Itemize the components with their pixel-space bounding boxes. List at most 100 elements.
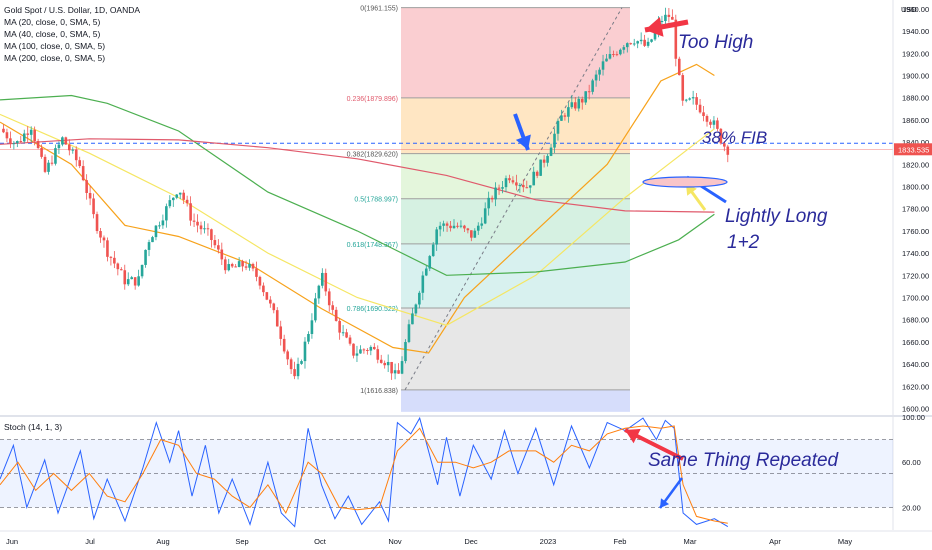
candle-body bbox=[619, 49, 622, 55]
annotation-lightly-long[interactable]: Lightly Long bbox=[725, 206, 828, 227]
candle-body bbox=[310, 320, 314, 334]
time-tick: Mar bbox=[684, 537, 697, 546]
stoch-bottom-arrow-head bbox=[660, 498, 670, 508]
candle-body bbox=[528, 185, 532, 188]
candle-body bbox=[102, 237, 106, 241]
candle-body bbox=[615, 54, 619, 56]
ma40-legend[interactable]: MA (40, close, 0, SMA, 5) bbox=[4, 29, 101, 39]
candle-body bbox=[497, 187, 501, 189]
candle-body bbox=[40, 148, 43, 157]
candle-body bbox=[719, 128, 723, 144]
candle-body bbox=[605, 58, 608, 62]
candle-body bbox=[12, 143, 16, 145]
price-tick: 1760.00 bbox=[902, 227, 929, 236]
annotation-1-plus-2[interactable]: 1+2 bbox=[727, 232, 760, 253]
time-tick: Jun bbox=[6, 537, 18, 546]
candle-body bbox=[716, 120, 719, 129]
ma100-legend[interactable]: MA (100, close, 0, SMA, 5) bbox=[4, 41, 106, 51]
ma20-legend[interactable]: MA (20, close, 0, SMA, 5) bbox=[4, 17, 101, 27]
candle-body bbox=[210, 229, 213, 241]
candle-body bbox=[26, 133, 30, 135]
candle-body bbox=[480, 223, 484, 226]
candle-body bbox=[255, 268, 258, 277]
ma200-legend[interactable]: MA (200, close, 0, SMA, 5) bbox=[4, 53, 106, 63]
last-price-label: 1833.535 bbox=[898, 145, 929, 154]
candle-body bbox=[19, 141, 23, 143]
candle-body bbox=[359, 349, 362, 354]
candle-body bbox=[542, 159, 546, 163]
annotation-38-fib[interactable]: 38% FIB bbox=[702, 128, 767, 147]
candle-body bbox=[587, 91, 591, 93]
candle-body bbox=[570, 102, 574, 108]
candle-body bbox=[379, 359, 383, 363]
candle-body bbox=[352, 343, 355, 356]
candle-body bbox=[629, 43, 633, 45]
candle-body bbox=[95, 214, 99, 232]
candle-body bbox=[577, 98, 581, 109]
candle-body bbox=[383, 362, 386, 366]
symbol-title[interactable]: Gold Spot / U.S. Dollar, 1D, OANDA bbox=[4, 5, 141, 15]
candle-body bbox=[324, 272, 328, 292]
candle-body bbox=[78, 160, 82, 167]
candle-body bbox=[362, 349, 366, 351]
stoch-tick: 100.00 bbox=[902, 413, 925, 422]
price-tick: 1820.00 bbox=[902, 160, 929, 169]
time-tick: Aug bbox=[156, 537, 169, 546]
candle-body bbox=[300, 361, 303, 364]
candle-body bbox=[147, 242, 151, 250]
last-price-badge bbox=[894, 143, 932, 156]
candle-body bbox=[723, 143, 726, 147]
candle-body bbox=[664, 14, 667, 22]
candle-body bbox=[57, 144, 61, 149]
price-tick: 1700.00 bbox=[902, 294, 929, 303]
candle-body bbox=[407, 324, 411, 342]
candle-body bbox=[584, 91, 588, 103]
candle-body bbox=[314, 298, 317, 321]
candle-body bbox=[130, 277, 133, 280]
candle-body bbox=[390, 361, 393, 374]
candle-body bbox=[483, 208, 487, 224]
candle-body bbox=[192, 220, 196, 222]
candle-body bbox=[598, 69, 601, 75]
stoch-line-K bbox=[0, 416, 729, 528]
candle-body bbox=[535, 171, 539, 176]
stoch-legend[interactable]: Stoch (14, 1, 3) bbox=[4, 422, 63, 432]
candle-body bbox=[525, 187, 529, 189]
candle-body bbox=[282, 338, 286, 352]
candle-body bbox=[411, 313, 414, 325]
ma-line-1 bbox=[0, 113, 715, 326]
candle-body bbox=[522, 184, 525, 188]
candle-body bbox=[133, 277, 137, 286]
candle-body bbox=[705, 116, 709, 122]
candle-body bbox=[684, 99, 688, 101]
fib-label-0: 0(1961.155) bbox=[360, 6, 398, 13]
price-tick: 1860.00 bbox=[902, 116, 929, 125]
candle-body bbox=[248, 263, 251, 268]
candle-body bbox=[217, 245, 220, 250]
candle-body bbox=[168, 200, 172, 207]
candle-body bbox=[279, 326, 283, 339]
stoch-top-arrow-head bbox=[625, 428, 641, 444]
candle-body bbox=[230, 264, 234, 267]
candle-body bbox=[435, 229, 438, 245]
too-high-arrow-head bbox=[645, 17, 664, 37]
price-tick: 1920.00 bbox=[902, 49, 929, 58]
candle-body bbox=[92, 198, 95, 215]
candle-body bbox=[490, 197, 494, 200]
candle-body bbox=[223, 259, 227, 271]
candle-body bbox=[473, 230, 477, 238]
annotation-too-high[interactable]: Too High bbox=[678, 32, 753, 53]
candle-body bbox=[386, 361, 390, 366]
candle-body bbox=[636, 41, 639, 44]
candle-body bbox=[366, 349, 369, 351]
fib-trend-line bbox=[404, 7, 623, 391]
candle-body bbox=[580, 98, 584, 103]
annotation-same-thing[interactable]: Same Thing Repeated bbox=[648, 450, 840, 471]
candle-body bbox=[199, 225, 203, 230]
candle-body bbox=[671, 16, 674, 20]
candle-body bbox=[140, 264, 144, 277]
candle-body bbox=[151, 237, 154, 243]
candle-body bbox=[272, 303, 276, 311]
candle-body bbox=[296, 363, 300, 377]
